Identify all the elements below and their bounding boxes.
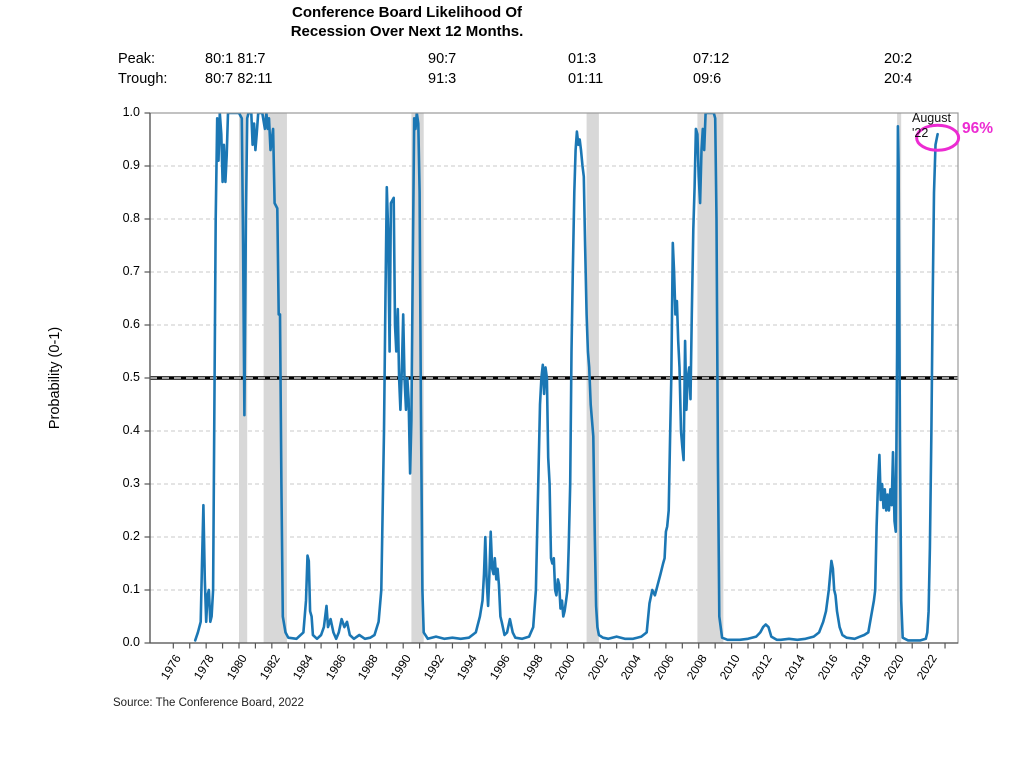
annotation-value-label: 96%: [962, 120, 994, 137]
peak-value-2001: 01:3: [568, 51, 597, 67]
x-tick-label-2000: 2000: [552, 652, 579, 683]
x-tick-label-2022: 2022: [913, 652, 940, 683]
x-tick-label-1980: 1980: [223, 652, 250, 683]
x-tick-label-1986: 1986: [322, 652, 349, 683]
x-tick-label-1996: 1996: [486, 652, 513, 683]
chart-title-line2: Recession Over Next 12 Months.: [290, 23, 524, 40]
peak-row: Peak: 80:1 81:7 90:7 01:3 07:12 20:2: [0, 51, 1024, 71]
y-tick-label-1.0: 1.0: [122, 105, 140, 119]
peak-row-label: Peak:: [118, 51, 156, 67]
x-tick-label-2008: 2008: [683, 652, 710, 683]
plot-area: [144, 112, 961, 649]
x-tick-label-1978: 1978: [190, 652, 218, 683]
y-tick-label-0.2: 0.2: [122, 529, 140, 543]
x-tick-label-1976: 1976: [158, 652, 185, 683]
trough-value-1991: 91:3: [428, 71, 457, 87]
x-tick-label-2018: 2018: [847, 652, 874, 683]
x-tick-label-2006: 2006: [650, 652, 677, 683]
x-tick-label-1982: 1982: [256, 652, 283, 683]
y-axis-title: Probability (0-1): [47, 326, 63, 430]
x-tick-label-1990: 1990: [388, 652, 415, 683]
source-note: Source: The Conference Board, 2022: [113, 697, 304, 709]
annotation-date-label: August '22: [912, 111, 951, 141]
y-tick-label-0.3: 0.3: [122, 476, 140, 490]
peak-value-1980s: 80:1 81:7: [205, 51, 266, 67]
trough-value-2009: 09:6: [693, 71, 722, 87]
trough-row-label: Trough:: [118, 71, 168, 87]
x-tick-label-2010: 2010: [716, 652, 743, 683]
y-tick-label-0.7: 0.7: [122, 264, 140, 278]
trough-value-2001: 01:11: [568, 71, 604, 87]
y-tick-label-0.6: 0.6: [122, 317, 140, 331]
x-tick-label-1992: 1992: [420, 652, 447, 683]
peak-value-2007: 07:12: [693, 51, 730, 67]
peak-value-2020: 20:2: [884, 51, 913, 67]
trough-value-2020: 20:4: [884, 71, 913, 87]
x-tick-label-1994: 1994: [453, 652, 480, 683]
y-tick-label-0.0: 0.0: [122, 635, 140, 649]
annotation-date-line2: '22: [912, 126, 929, 140]
x-tick-label-2004: 2004: [617, 652, 644, 683]
annotation-ellipse: [915, 123, 961, 152]
x-tick-label-1988: 1988: [355, 652, 382, 683]
x-tick-label-2016: 2016: [814, 652, 841, 683]
annotation-date-line1: August: [912, 111, 951, 125]
x-tick-label-1984: 1984: [289, 652, 316, 683]
x-tick-label-1998: 1998: [519, 652, 546, 683]
y-tick-label-0.8: 0.8: [122, 211, 140, 225]
chart-title-line1: Conference Board Likelihood Of: [291, 4, 523, 21]
y-tick-label-0.5: 0.5: [122, 370, 140, 384]
x-tick-label-2020: 2020: [880, 652, 907, 683]
trough-row: Trough: 80:7 82:11 91:3 01:11 09:6 20:4: [0, 71, 1024, 91]
probability-line: [193, 113, 939, 642]
x-tick-label-2014: 2014: [782, 652, 809, 683]
y-tick-label-0.9: 0.9: [122, 158, 140, 172]
x-tick-label-2002: 2002: [585, 652, 612, 683]
trough-value-1980s: 80:7 82:11: [205, 71, 273, 87]
y-tick-label-0.4: 0.4: [122, 423, 140, 437]
peak-value-1990: 90:7: [428, 51, 457, 67]
chart-title: Conference Board Likelihood Of Recession…: [0, 3, 814, 41]
x-tick-label-2012: 2012: [749, 652, 776, 683]
y-tick-label-0.1: 0.1: [122, 582, 140, 596]
